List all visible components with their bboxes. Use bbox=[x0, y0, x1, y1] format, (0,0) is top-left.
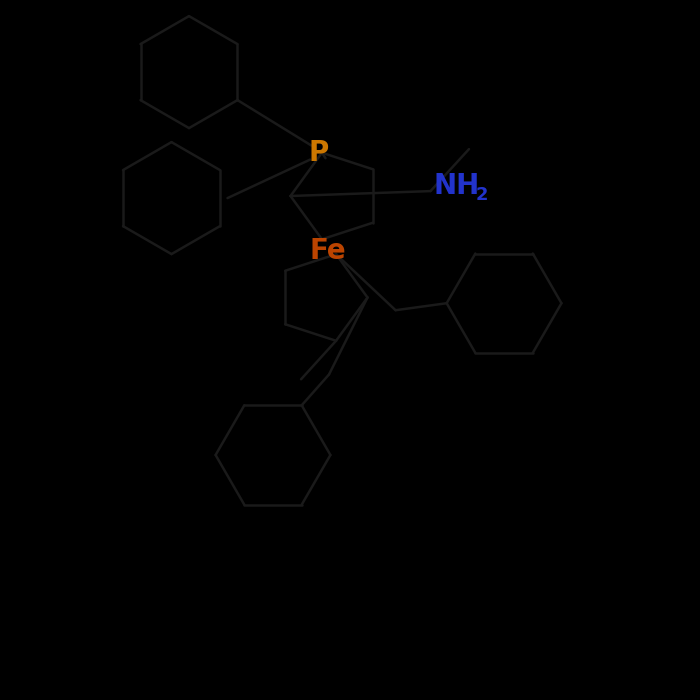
Text: P: P bbox=[309, 139, 328, 167]
Text: Fe: Fe bbox=[309, 237, 346, 265]
Text: NH: NH bbox=[434, 172, 480, 200]
Text: 2: 2 bbox=[476, 186, 489, 204]
